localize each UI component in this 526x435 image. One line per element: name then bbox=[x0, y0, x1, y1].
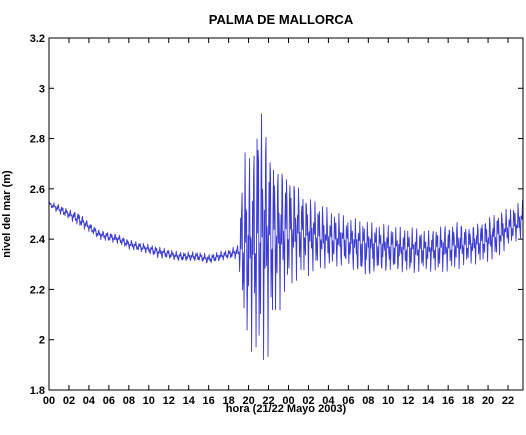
y-axis: 1.8 2 2.2 2.4 2.6 2.8 3 3.2 bbox=[30, 33, 523, 397]
y-axis-label: nivel del mar (m) bbox=[1, 170, 13, 258]
y-tick-label: 2.8 bbox=[30, 134, 45, 146]
x-tick-label: 06 bbox=[342, 395, 354, 407]
y-tick-label: 2.6 bbox=[30, 184, 45, 196]
plot-frame bbox=[48, 37, 524, 391]
x-tick-label: 00 bbox=[43, 395, 55, 407]
x-tick-label: 22 bbox=[262, 395, 274, 407]
x-tick-label: 04 bbox=[83, 395, 96, 407]
x-axis-label: hora (21/22 Mayo 2003) bbox=[226, 403, 347, 415]
x-tick-label: 00 bbox=[282, 395, 294, 407]
x-tick-label: 16 bbox=[203, 395, 215, 407]
y-tick-label: 3 bbox=[39, 83, 45, 95]
x-tick-label: 08 bbox=[362, 395, 374, 407]
x-tick-label: 20 bbox=[482, 395, 494, 407]
x-tick-label: 16 bbox=[442, 395, 454, 407]
x-tick-label: 02 bbox=[302, 395, 314, 407]
plot-area bbox=[48, 113, 524, 360]
y-tick-label: 2 bbox=[39, 335, 45, 347]
y-tick-label: 2.4 bbox=[30, 234, 46, 246]
x-tick-label: 22 bbox=[502, 395, 514, 407]
x-tick-label: 06 bbox=[103, 395, 115, 407]
x-tick-label: 20 bbox=[242, 395, 254, 407]
x-axis: 00 02 04 06 08 10 12 14 16 18 20 22 00 02 04 06 08 10 12 14… bbox=[43, 38, 514, 407]
x-tick-label: 04 bbox=[322, 395, 335, 407]
x-tick-label: 12 bbox=[402, 395, 414, 407]
chart-title: PALMA DE MALLORCA bbox=[209, 12, 354, 27]
x-tick-label: 18 bbox=[462, 395, 474, 407]
y-tick-label: 1.8 bbox=[30, 385, 45, 397]
series-line-sea-level bbox=[48, 113, 524, 360]
x-tick-label: 14 bbox=[183, 395, 196, 407]
y-tick-label: 3.2 bbox=[30, 33, 45, 45]
x-tick-label: 08 bbox=[123, 395, 135, 407]
y-tick-label: 2.2 bbox=[30, 284, 45, 296]
x-tick-label: 18 bbox=[222, 395, 234, 407]
x-tick-label: 02 bbox=[63, 395, 75, 407]
x-tick-label: 14 bbox=[422, 395, 435, 407]
x-tick-label: 10 bbox=[143, 395, 155, 407]
x-tick-label: 10 bbox=[382, 395, 394, 407]
x-tick-label: 12 bbox=[163, 395, 175, 407]
